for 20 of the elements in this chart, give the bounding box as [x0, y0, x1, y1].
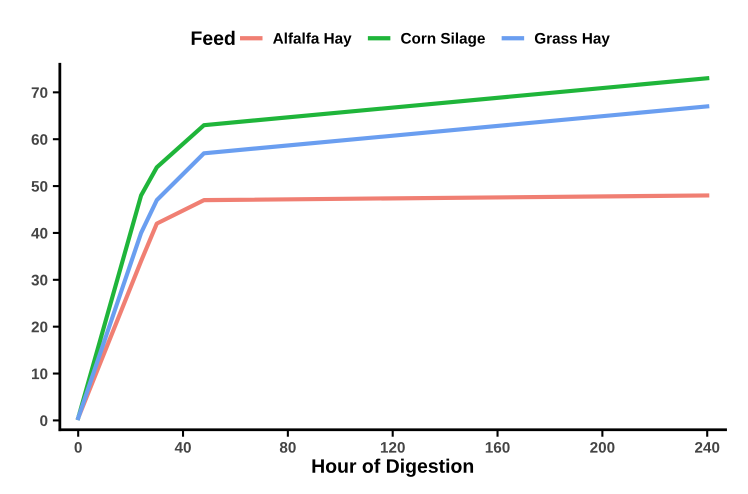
x-tick-label: 0 — [74, 442, 82, 453]
legend-title: Feed — [192, 30, 235, 46]
x-tick-label: 80 — [280, 442, 296, 453]
legend-label: Alfalfa Hay — [273, 32, 352, 47]
x-tick-label: 240 — [695, 442, 720, 453]
y-tick-label: 40 — [31, 228, 48, 239]
x-axis-title: Hour of Digestion — [312, 458, 474, 477]
x-tick-label: 40 — [174, 442, 191, 453]
y-tick-label: 60 — [32, 134, 48, 145]
x-tick-label: 200 — [590, 442, 614, 453]
y-tick-label: 70 — [32, 87, 48, 98]
y-tick-label: 50 — [32, 180, 48, 192]
legend-label: Grass Hay — [534, 32, 610, 47]
legend-label: Corn Silage — [401, 32, 485, 47]
y-tick-label: 20 — [32, 322, 48, 332]
y-tick-label: 0 — [40, 415, 48, 426]
y-tick-label: 30 — [31, 274, 48, 286]
y-tick-label: 10 — [32, 368, 48, 380]
x-tick-label: 120 — [380, 442, 405, 453]
x-tick-label: 160 — [486, 442, 510, 453]
